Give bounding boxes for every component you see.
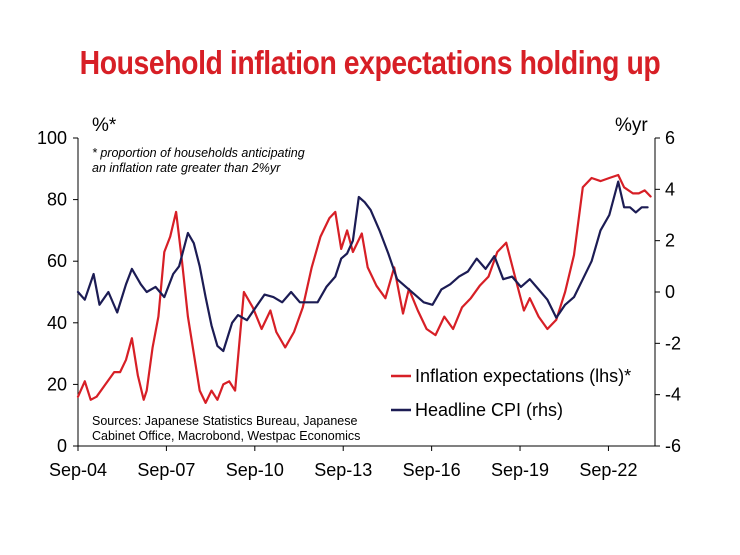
legend: Inflation expectations (lhs)* Headline C… [391, 366, 631, 420]
left-axis-unit: %* [92, 115, 117, 136]
footnote-line-1: * proportion of households anticipating [92, 146, 305, 160]
y-right-tick-label: -6 [665, 436, 681, 456]
source-line-2: Cabinet Office, Macrobond, Westpac Econo… [92, 429, 360, 443]
legend-label-expectations: Inflation expectations (lhs)* [415, 366, 631, 386]
y-left-tick-label: 20 [47, 374, 67, 394]
y-right-tick-label: 4 [665, 179, 675, 199]
right-axis-unit: %yr [615, 115, 648, 136]
axis-ticks: Sep-04 Sep-07 Sep-10 Sep-13 Sep-16 Sep-19 Sep-… [37, 128, 681, 480]
series-lines [76, 173, 652, 404]
x-tick-label: Sep-22 [579, 460, 637, 480]
y-right-tick-label: 6 [665, 128, 675, 148]
chart-title: Household inflation expectations holding… [79, 44, 661, 81]
y-right-tick-label: -2 [665, 333, 681, 353]
y-left-tick-label: 80 [47, 190, 67, 210]
x-tick-label: Sep-13 [314, 460, 372, 480]
legend-label-cpi: Headline CPI (rhs) [415, 400, 563, 420]
y-left-tick-label: 100 [37, 128, 67, 148]
x-tick-label: Sep-19 [491, 460, 549, 480]
y-left-tick-label: 60 [47, 251, 67, 271]
source-line-1: Sources: Japanese Statistics Bureau, Jap… [92, 414, 357, 428]
series-line-headline-cpi [76, 180, 649, 353]
y-right-tick-label: 2 [665, 231, 675, 251]
y-right-tick-label: 0 [665, 282, 675, 302]
x-tick-label: Sep-16 [403, 460, 461, 480]
y-right-tick-label: -4 [665, 385, 681, 405]
footnote-line-2: an inflation rate greater than 2%yr [92, 161, 281, 175]
x-tick-label: Sep-07 [137, 460, 195, 480]
plot-frame [77, 138, 656, 447]
y-left-tick-label: 0 [57, 436, 67, 456]
x-tick-label: Sep-04 [49, 460, 107, 480]
series-line-inflation-expectations [76, 173, 652, 404]
y-left-tick-label: 40 [47, 313, 67, 333]
x-tick-label: Sep-10 [226, 460, 284, 480]
